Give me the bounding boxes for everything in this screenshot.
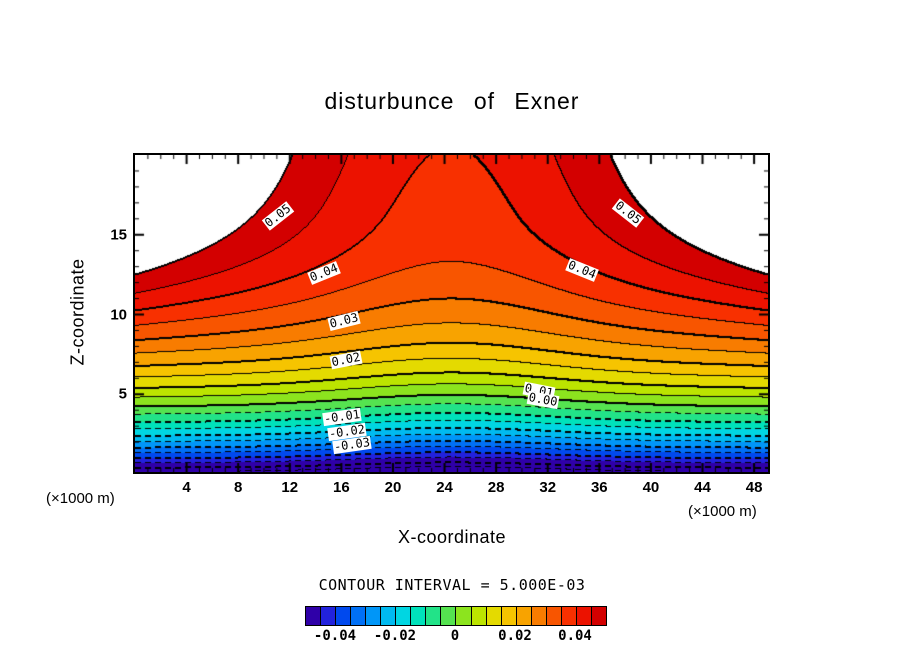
x-tick-label: 32: [539, 479, 557, 496]
colorbar-cell: [546, 607, 562, 625]
y-axis-label: Z-coordinate: [67, 258, 88, 366]
colorbar-cell: [531, 607, 547, 625]
plot-title: disturbunce of Exner: [324, 88, 580, 114]
colorbar-tick-label: 0: [450, 628, 460, 644]
colorbar-tick-label: -0.02: [373, 628, 417, 644]
z-tick-label: 5: [118, 385, 127, 403]
contour-canvas: [133, 153, 770, 474]
x-tick-label: 44: [694, 479, 711, 496]
colorbar-cell: [381, 607, 397, 625]
x-tick-label: 48: [745, 479, 763, 496]
colorbar-cell: [441, 607, 457, 625]
colorbar-cell: [456, 607, 472, 625]
colorbar-cell: [366, 607, 382, 625]
x-tick-label: 24: [436, 479, 453, 496]
x-axis-label: X-coordinate: [397, 527, 507, 547]
x-tick-label: 36: [590, 479, 608, 496]
x-unit-left-label: (×1000 m): [46, 490, 115, 507]
x-tick-label: 20: [384, 479, 402, 496]
z-tick-label: 15: [110, 226, 127, 244]
colorbar-cell: [426, 607, 442, 625]
x-tick-label: 40: [642, 479, 660, 496]
colorbar-cell: [471, 607, 487, 625]
colorbar-labels: -0.04 -0.02 0 0.02 0.04: [305, 628, 605, 646]
colorbar-cell: [576, 607, 592, 625]
colorbar-cell: [501, 607, 517, 625]
z-tick-label: 10: [110, 306, 127, 323]
colorbar-tick-label: 0.02: [498, 628, 532, 644]
colorbar-cell: [321, 607, 337, 625]
colorbar-tick-label: 0.04: [558, 628, 592, 644]
x-tick-label: 12: [281, 479, 299, 496]
colorbar-cell: [486, 607, 502, 625]
contour-interval-note: CONTOUR INTERVAL = 5.000E-03: [318, 576, 586, 594]
colorbar: [305, 606, 607, 626]
x-tick-label: 28: [487, 479, 505, 496]
colorbar-cell: [591, 607, 606, 625]
colorbar-cell: [396, 607, 412, 625]
x-tick-label: 4: [182, 479, 191, 496]
colorbar-cell: [351, 607, 367, 625]
colorbar-cell: [306, 607, 322, 625]
x-tick-label: 16: [333, 479, 350, 496]
colorbar-cell: [411, 607, 427, 625]
x-unit-right-label: (×1000 m): [688, 503, 757, 520]
colorbar-tick-label: -0.04: [313, 628, 357, 644]
colorbar-cell: [561, 607, 577, 625]
colorbar-cell: [516, 607, 532, 625]
colorbar-cell: [336, 607, 352, 625]
x-tick-label: 8: [234, 479, 243, 496]
